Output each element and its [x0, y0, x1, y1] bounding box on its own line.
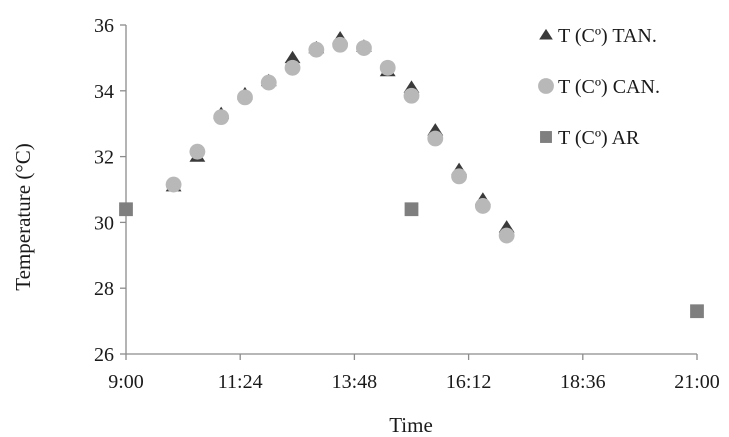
legend-label: T (Cº) CAN. [558, 76, 660, 98]
data-point-circle [451, 168, 468, 185]
data-point-circle [165, 176, 182, 193]
data-point-circle [237, 89, 253, 106]
y-tick-label: 36 [94, 15, 114, 37]
x-tick-label: 21:00 [674, 371, 720, 393]
x-tick-label: 13:48 [332, 371, 378, 393]
data-point-circle [260, 74, 277, 91]
y-tick-label: 34 [94, 81, 114, 103]
series-square-points [119, 202, 704, 319]
legend-label: T (Cº) TAN. [558, 25, 657, 47]
data-point-triangle [284, 50, 301, 64]
data-point-circle [308, 41, 325, 58]
data-point-square [119, 202, 133, 217]
legend-label: T (Cº) AR [558, 127, 640, 149]
y-axis-title: Temperature (°C) [11, 143, 35, 290]
data-point-circle [427, 130, 444, 147]
data-point-circle [189, 143, 206, 160]
x-tick-label: 9:00 [108, 371, 144, 393]
series-triangle-points [165, 30, 515, 233]
data-point-circle [379, 59, 396, 76]
data-point-circle [332, 36, 349, 53]
y-tick-label: 30 [94, 212, 114, 234]
y-axis-ticks: 26 28 30 32 34 36 [94, 15, 126, 366]
legend: T (Cº) TAN. T (Cº) CAN. T (Cº) AR [538, 25, 660, 149]
legend-marker-triangle [539, 28, 553, 40]
y-tick-label: 26 [94, 344, 114, 366]
plot-points [119, 30, 704, 319]
y-tick-label: 28 [94, 278, 114, 300]
data-point-circle [474, 198, 491, 214]
data-point-circle [284, 59, 301, 76]
axes: 26 28 30 32 34 36 9:00 11:24 13:48 16:12 18:36 21:… [94, 15, 720, 393]
legend-marker-square [540, 131, 552, 143]
x-tick-label: 18:36 [560, 371, 606, 393]
data-point-square [404, 202, 419, 217]
y-tick-label: 32 [94, 147, 114, 169]
data-point-circle [498, 227, 515, 244]
legend-marker-circle [538, 78, 554, 94]
x-tick-label: 16:12 [446, 371, 492, 393]
data-point-square [690, 304, 704, 319]
data-point-circle [403, 87, 420, 104]
x-axis-ticks: 9:00 11:24 13:48 16:12 18:36 21:00 [108, 354, 720, 393]
x-axis-title: Time [389, 413, 433, 437]
data-point-circle [355, 40, 372, 56]
series-circle-points [165, 36, 515, 244]
data-point-circle [213, 109, 230, 126]
x-tick-label: 11:24 [218, 371, 263, 393]
